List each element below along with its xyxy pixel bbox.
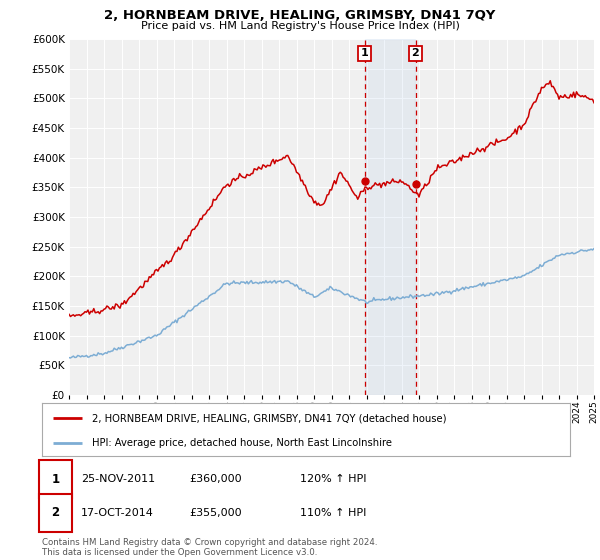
Text: 2: 2: [412, 48, 419, 58]
Text: 2, HORNBEAM DRIVE, HEALING, GRIMSBY, DN41 7QY: 2, HORNBEAM DRIVE, HEALING, GRIMSBY, DN4…: [104, 9, 496, 22]
Text: 25-NOV-2011: 25-NOV-2011: [81, 474, 155, 484]
Text: £355,000: £355,000: [189, 508, 242, 518]
Text: 1: 1: [52, 473, 59, 486]
Text: HPI: Average price, detached house, North East Lincolnshire: HPI: Average price, detached house, Nort…: [92, 438, 392, 448]
Text: 17-OCT-2014: 17-OCT-2014: [81, 508, 154, 518]
Text: £360,000: £360,000: [189, 474, 242, 484]
Text: This data is licensed under the Open Government Licence v3.0.: This data is licensed under the Open Gov…: [42, 548, 317, 557]
Text: Price paid vs. HM Land Registry's House Price Index (HPI): Price paid vs. HM Land Registry's House …: [140, 21, 460, 31]
Text: 120% ↑ HPI: 120% ↑ HPI: [300, 474, 367, 484]
Bar: [365, 39, 415, 395]
Text: Contains HM Land Registry data © Crown copyright and database right 2024.: Contains HM Land Registry data © Crown c…: [42, 538, 377, 547]
Text: 110% ↑ HPI: 110% ↑ HPI: [300, 508, 367, 518]
Text: 2, HORNBEAM DRIVE, HEALING, GRIMSBY, DN41 7QY (detached house): 2, HORNBEAM DRIVE, HEALING, GRIMSBY, DN4…: [92, 413, 446, 423]
Text: 1: 1: [361, 48, 368, 58]
Text: 2: 2: [52, 506, 59, 520]
